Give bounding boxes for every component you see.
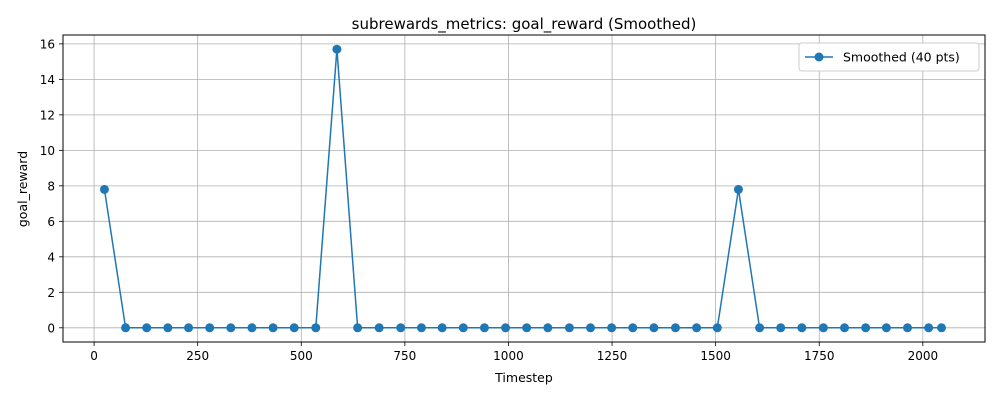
- data-point: [543, 323, 553, 333]
- y-tick-label: 2: [47, 286, 55, 300]
- y-tick-label: 12: [40, 108, 55, 122]
- x-tick-label: 1250: [597, 349, 628, 363]
- data-point: [121, 323, 131, 333]
- y-tick-label: 14: [40, 73, 55, 87]
- x-axis-title: Timestep: [494, 370, 553, 385]
- y-tick-label: 8: [47, 179, 55, 193]
- y-tick-label: 16: [40, 37, 55, 51]
- legend-marker: [814, 52, 824, 62]
- grid-lines: [63, 35, 985, 342]
- data-point: [332, 44, 342, 54]
- legend-label: Smoothed (40 pts): [843, 50, 960, 65]
- data-point: [501, 323, 511, 333]
- y-tick-label: 10: [40, 144, 55, 158]
- data-point: [353, 323, 363, 333]
- series-layer: [99, 44, 946, 333]
- data-point: [247, 323, 257, 333]
- y-tick-label: 4: [47, 250, 55, 264]
- data-point: [861, 323, 871, 333]
- x-tick-label: 1500: [700, 349, 731, 363]
- data-point: [881, 323, 891, 333]
- chart-title: subrewards_metrics: goal_reward (Smoothe…: [352, 15, 697, 34]
- data-point: [205, 323, 215, 333]
- series-line: [103, 49, 942, 329]
- data-point: [670, 323, 680, 333]
- data-point: [522, 323, 532, 333]
- data-point: [692, 323, 702, 333]
- data-point: [374, 323, 384, 333]
- data-point: [924, 323, 934, 333]
- x-axis: 0 250 500 750 1000 1250 1500 1750 2000: [90, 342, 938, 363]
- x-tick-label: 1000: [493, 349, 524, 363]
- legend-box: [798, 42, 980, 72]
- y-tick-label: 0: [47, 321, 55, 335]
- x-tick-label: 750: [393, 349, 416, 363]
- plot-frame: [62, 34, 986, 343]
- legend: Smoothed (40 pts): [798, 42, 980, 72]
- y-tick-label: 6: [47, 215, 55, 229]
- data-point: [437, 323, 447, 333]
- data-point: [163, 323, 173, 333]
- data-point: [268, 323, 278, 333]
- x-tick-label: 1750: [804, 349, 835, 363]
- data-point: [776, 323, 786, 333]
- data-point: [184, 323, 194, 333]
- data-point: [396, 323, 406, 333]
- y-axis-title: goal_reward: [15, 151, 30, 227]
- data-point: [818, 323, 828, 333]
- data-point: [903, 323, 913, 333]
- data-point: [649, 323, 659, 333]
- data-point: [607, 323, 617, 333]
- data-point: [311, 323, 321, 333]
- data-point: [733, 184, 743, 194]
- x-tick-label: 2000: [908, 349, 939, 363]
- y-axis: 0 2 4 6 8 10 12 14 16: [40, 37, 63, 335]
- data-point: [289, 323, 299, 333]
- data-point: [226, 323, 236, 333]
- x-tick-label: 500: [290, 349, 313, 363]
- data-point: [586, 323, 596, 333]
- data-point: [936, 323, 946, 333]
- data-point: [628, 323, 638, 333]
- data-point: [797, 323, 807, 333]
- data-point: [564, 323, 574, 333]
- data-point: [142, 323, 152, 333]
- data-point: [479, 323, 489, 333]
- x-tick-label: 0: [90, 349, 98, 363]
- data-point: [712, 323, 722, 333]
- data-point: [840, 323, 850, 333]
- data-point: [458, 323, 468, 333]
- data-point: [99, 184, 109, 194]
- data-point: [755, 323, 765, 333]
- data-point: [416, 323, 426, 333]
- x-tick-label: 250: [186, 349, 209, 363]
